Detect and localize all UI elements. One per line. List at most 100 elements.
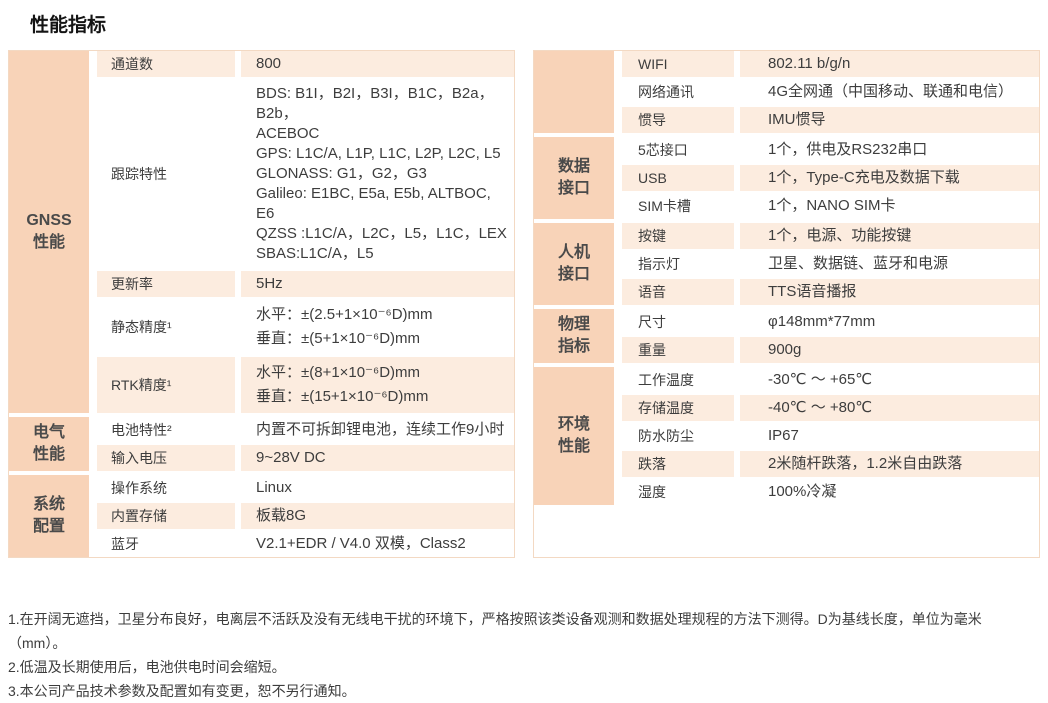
table-row: 跌落 2米随杆跌落，1.2米自由跌落 bbox=[622, 451, 1039, 477]
spec-value: 水平：±(8+1×10⁻⁶D)mm 垂直：±(15+1×10⁻⁶D)mm bbox=[241, 357, 514, 413]
group-physical: 物理 指标 尺寸 φ148mm*77mm 重量 900g bbox=[534, 309, 1039, 363]
spec-label: 惯导 bbox=[622, 107, 734, 133]
group-electrical: 电气 性能 电池特性² 内置不可拆卸锂电池，连续工作9小时 输入电压 9~28V… bbox=[9, 417, 514, 471]
table-row: 通道数 800 bbox=[97, 51, 514, 77]
spec-label: 操作系统 bbox=[111, 480, 167, 496]
spec-value: -40℃ ～ +80℃ bbox=[740, 395, 1039, 421]
spec-value: 800 bbox=[241, 51, 514, 77]
spec-label: 5芯接口 bbox=[638, 142, 688, 158]
table-row: 惯导 IMU惯导 bbox=[622, 107, 1039, 133]
footnote: 1.在开阔无遮挡，卫星分布良好，电离层不活跃及没有无线电干扰的环境下，严格按照该… bbox=[8, 611, 982, 651]
spec-value: 1个，电源、功能按键 bbox=[740, 223, 1039, 249]
table-row: 蓝牙 V2.1+EDR / V4.0 双模，Class2 bbox=[97, 531, 514, 557]
spec-value: TTS语音播报 bbox=[740, 279, 1039, 305]
spec-label: 工作温度 bbox=[638, 372, 694, 388]
spec-label: 语音 bbox=[622, 279, 734, 305]
spec-label: 存储温度 bbox=[622, 395, 734, 421]
footnote: 2.低温及长期使用后，电池供电时间会缩短。 bbox=[8, 659, 286, 675]
spec-label: 输入电压 bbox=[97, 445, 235, 471]
spec-value: -30℃ ～ +65℃ bbox=[768, 371, 873, 388]
spec-value: 5Hz bbox=[241, 271, 514, 297]
spec-value: BDS: B1I，B2I，B3I，B1C，B2a，B2b， ACEBOC GPS… bbox=[256, 85, 507, 262]
spec-value: 水平：±(2.5+1×10⁻⁶D)mm 垂直：±(5+1×10⁻⁶D)mm bbox=[256, 306, 433, 347]
group-data-interface: 数据 接口 5芯接口 1个，供电及RS232串口 USB 1个，Type-C充电… bbox=[534, 137, 1039, 219]
table-row: 更新率 5Hz bbox=[97, 271, 514, 297]
table-row: 网络通讯 4G全网通（中国移动、联通和电信） bbox=[622, 79, 1039, 105]
spec-label: 电池特性² bbox=[111, 422, 172, 438]
spec-label: 湿度 bbox=[638, 484, 666, 500]
spec-table-right: WIFI 802.11 b/g/n 网络通讯 4G全网通（中国移动、联通和电信）… bbox=[533, 50, 1040, 558]
spec-value: 900g bbox=[740, 337, 1039, 363]
table-row: 重量 900g bbox=[622, 337, 1039, 363]
table-row: 湿度 100%冷凝 bbox=[622, 479, 1039, 505]
spec-value: IP67 bbox=[768, 427, 799, 444]
table-row: 按键 1个，电源、功能按键 bbox=[622, 223, 1039, 249]
table-row: 工作温度 -30℃ ～ +65℃ bbox=[622, 367, 1039, 393]
table-row: 内置存储 板载8G bbox=[97, 503, 514, 529]
spec-value: 100%冷凝 bbox=[768, 483, 837, 500]
table-row: 输入电压 9~28V DC bbox=[97, 445, 514, 471]
spec-value: 1个，NANO SIM卡 bbox=[768, 197, 896, 214]
spec-table-left: GNSS 性能 通道数 800 跟踪特性 BDS: B1I，B2I，B3I，B1… bbox=[8, 50, 515, 558]
table-row: 指示灯 卫星、数据链、蓝牙和电源 bbox=[622, 251, 1039, 277]
table-row: 存储温度 -40℃ ～ +80℃ bbox=[622, 395, 1039, 421]
spec-value: 卫星、数据链、蓝牙和电源 bbox=[768, 255, 949, 272]
category-cell-system: 系统 配置 bbox=[9, 475, 89, 557]
spec-value: 内置不可拆卸锂电池，连续工作9小时 bbox=[256, 421, 505, 438]
footnote: 3.本公司产品技术参数及配置如有变更，恕不另行通知。 bbox=[8, 683, 356, 699]
spec-label: 通道数 bbox=[97, 51, 235, 77]
spec-label: 更新率 bbox=[97, 271, 235, 297]
spec-value: IMU惯导 bbox=[740, 107, 1039, 133]
spec-label: 防水防尘 bbox=[638, 428, 694, 444]
spec-value: 1个，Type-C充电及数据下载 bbox=[740, 165, 1039, 191]
category-cell-blank bbox=[534, 51, 614, 133]
spec-value: Linux bbox=[256, 479, 292, 496]
table-row: RTK精度¹ 水平：±(8+1×10⁻⁶D)mm 垂直：±(15+1×10⁻⁶D… bbox=[97, 357, 514, 413]
footnotes: 1.在开阔无遮挡，卫星分布良好，电离层不活跃及没有无线电干扰的环境下，严格按照该… bbox=[8, 607, 1040, 703]
spec-label: 静态精度¹ bbox=[111, 319, 172, 335]
page-title: 性能指标 bbox=[30, 15, 107, 36]
table-row: WIFI 802.11 b/g/n bbox=[622, 51, 1039, 77]
spec-label: 内置存储 bbox=[97, 503, 235, 529]
category-cell-environment: 环境 性能 bbox=[534, 367, 614, 505]
spec-label: 蓝牙 bbox=[111, 536, 139, 552]
spec-value: φ148mm*77mm bbox=[768, 313, 876, 330]
group-system: 系统 配置 操作系统 Linux 内置存储 板载8G 蓝牙 V2.1+EDR /… bbox=[9, 475, 514, 557]
table-row: 尺寸 φ148mm*77mm bbox=[622, 309, 1039, 335]
spec-label: SIM卡槽 bbox=[638, 198, 691, 214]
table-row: 5芯接口 1个，供电及RS232串口 bbox=[622, 137, 1039, 163]
spec-value: 802.11 b/g/n bbox=[740, 51, 1039, 77]
table-row: 跟踪特性 BDS: B1I，B2I，B3I，B1C，B2a，B2b， ACEBO… bbox=[97, 79, 514, 269]
spec-tables: GNSS 性能 通道数 800 跟踪特性 BDS: B1I，B2I，B3I，B1… bbox=[8, 50, 1040, 558]
spec-value: 1个，供电及RS232串口 bbox=[768, 141, 928, 158]
table-row: 防水防尘 IP67 bbox=[622, 423, 1039, 449]
spec-label: RTK精度¹ bbox=[97, 357, 235, 413]
spec-label: USB bbox=[622, 165, 734, 191]
spec-label: 跟踪特性 bbox=[111, 166, 167, 182]
table-row: SIM卡槽 1个，NANO SIM卡 bbox=[622, 193, 1039, 219]
category-cell-electrical: 电气 性能 bbox=[9, 417, 89, 471]
group-human-interface: 人机 接口 按键 1个，电源、功能按键 指示灯 卫星、数据链、蓝牙和电源 语音 … bbox=[534, 223, 1039, 305]
spec-value: 2米随杆跌落，1.2米自由跌落 bbox=[740, 451, 1039, 477]
spec-label: 网络通讯 bbox=[638, 84, 694, 100]
category-cell-gnss: GNSS 性能 bbox=[9, 51, 89, 413]
category-cell-data-interface: 数据 接口 bbox=[534, 137, 614, 219]
spec-value: V2.1+EDR / V4.0 双模，Class2 bbox=[256, 535, 466, 552]
spec-label: 重量 bbox=[622, 337, 734, 363]
spec-value: 4G全网通（中国移动、联通和电信） bbox=[768, 83, 1014, 100]
category-cell-physical: 物理 指标 bbox=[534, 309, 614, 363]
group-environment: 环境 性能 工作温度 -30℃ ～ +65℃ 存储温度 -40℃ ～ +80℃ … bbox=[534, 367, 1039, 505]
category-cell-human-interface: 人机 接口 bbox=[534, 223, 614, 305]
group-gnss: GNSS 性能 通道数 800 跟踪特性 BDS: B1I，B2I，B3I，B1… bbox=[9, 51, 514, 413]
table-row: 操作系统 Linux bbox=[97, 475, 514, 501]
table-row: 静态精度¹ 水平：±(2.5+1×10⁻⁶D)mm 垂直：±(5+1×10⁻⁶D… bbox=[97, 299, 514, 355]
spec-label: 按键 bbox=[622, 223, 734, 249]
group-comms: WIFI 802.11 b/g/n 网络通讯 4G全网通（中国移动、联通和电信）… bbox=[534, 51, 1039, 133]
table-row: USB 1个，Type-C充电及数据下载 bbox=[622, 165, 1039, 191]
spec-value: 9~28V DC bbox=[241, 445, 514, 471]
spec-label: 指示灯 bbox=[638, 256, 680, 272]
spec-label: 跌落 bbox=[622, 451, 734, 477]
spec-value: 板载8G bbox=[241, 503, 514, 529]
spec-label: WIFI bbox=[622, 51, 734, 77]
